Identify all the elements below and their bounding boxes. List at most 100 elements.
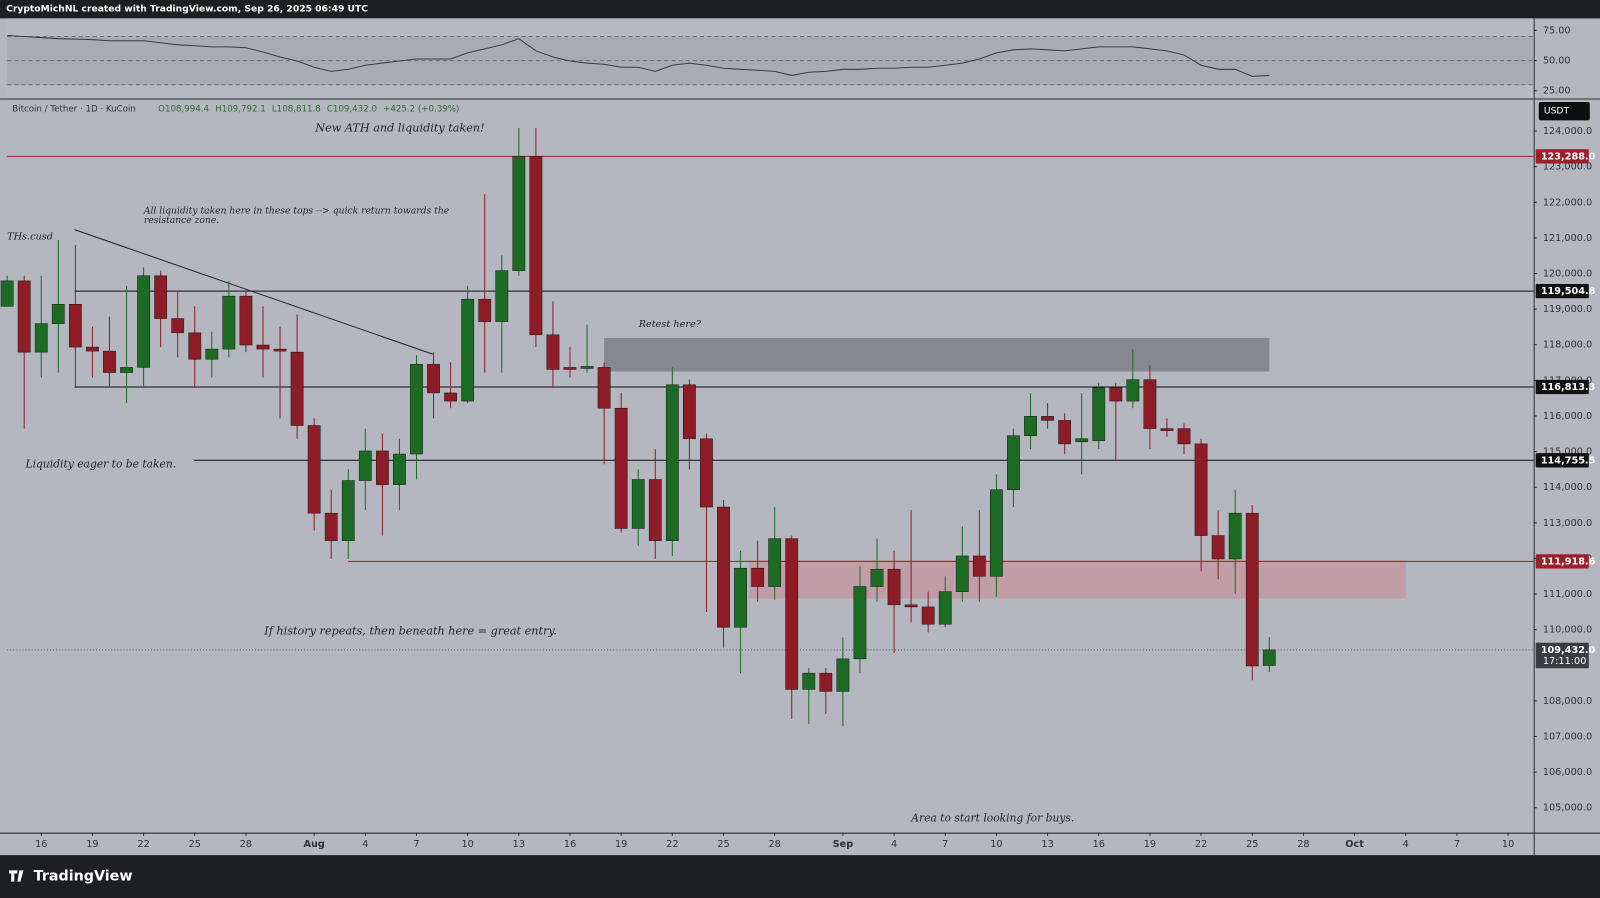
level-badge: [1535, 149, 1589, 164]
x-tick-label: 19: [615, 839, 627, 850]
candle-body: [17, 280, 31, 353]
level-badge: [1535, 554, 1589, 569]
y-tick-label: 119,000.0: [1543, 304, 1592, 315]
candle-body: [154, 275, 168, 319]
candle-body: [785, 538, 799, 690]
candle-body: [955, 555, 969, 592]
y-tick-label: 105,000.0: [1543, 803, 1592, 814]
y-tick-label: 116,000.0: [1543, 411, 1592, 422]
countdown: 17:11:00: [1543, 656, 1587, 667]
chart-area: [0, 18, 1600, 856]
x-tick-label: 19: [1144, 839, 1156, 850]
y-tick-label: 107,000.0: [1543, 732, 1592, 743]
candle-body: [461, 298, 475, 402]
candle-body: [819, 672, 833, 692]
annotation: If history repeats, then beneath here = …: [263, 625, 557, 638]
candle-body: [120, 367, 133, 373]
y-tick-label: 110,000.0: [1543, 625, 1592, 636]
x-tick-label: 7: [1454, 839, 1460, 850]
candle-body: [887, 568, 901, 606]
annotation: Area to start looking for buys.: [910, 811, 1074, 824]
candle-body: [444, 392, 457, 402]
candle-body: [751, 567, 765, 587]
level-badge: [1535, 284, 1589, 299]
level-label: 119,504.8: [1541, 286, 1596, 297]
x-tick-label: 13: [1041, 839, 1053, 850]
candle-body: [1126, 379, 1140, 402]
candle-body: [1194, 443, 1208, 536]
x-tick-label: 28: [1297, 839, 1309, 850]
x-tick-label: 25: [189, 839, 201, 850]
zone: [749, 560, 1406, 599]
level-badge: [1535, 453, 1589, 468]
x-tick-label: 10: [1502, 839, 1514, 850]
x-tick-label: 4: [891, 839, 897, 850]
x-tick-label: 25: [1246, 839, 1258, 850]
candle-body: [427, 364, 440, 394]
candle-body: [768, 538, 782, 587]
candle-body: [1007, 435, 1020, 490]
candle-body: [972, 555, 986, 577]
candle-body: [1041, 416, 1054, 421]
x-tick-label: 28: [240, 839, 252, 850]
x-tick-label: 13: [513, 839, 525, 850]
candle-body: [802, 672, 816, 690]
y-tick-label: 113,000.0: [1543, 518, 1592, 529]
candle-body: [478, 298, 492, 322]
candle-body: [34, 323, 48, 353]
y-tick-label: 114,000.0: [1543, 482, 1592, 493]
candle-body: [1092, 387, 1106, 442]
candle-body: [1177, 428, 1191, 445]
level-label: 111,918.6: [1541, 556, 1596, 567]
x-tick-label: 16: [564, 839, 576, 850]
brand: TradingView: [34, 869, 133, 885]
candle-body: [580, 366, 594, 369]
candle-body: [1262, 649, 1276, 666]
currency: USDT: [1544, 106, 1570, 117]
rsi-y-tick-label: 50.00: [1543, 56, 1571, 67]
candle-body: [546, 334, 560, 370]
x-tick-label: 7: [942, 839, 948, 850]
candle-body: [495, 270, 509, 322]
candle-body: [853, 586, 867, 660]
candle-body: [1109, 387, 1123, 402]
candle-body: [307, 425, 321, 514]
currency-badge: [1538, 102, 1590, 121]
candle-body: [410, 364, 423, 455]
x-tick-label: Oct: [1345, 839, 1364, 850]
candle-body: [1143, 379, 1157, 429]
candle-body: [836, 658, 850, 692]
candle-body: [375, 450, 389, 485]
x-tick-label: Sep: [833, 839, 854, 850]
annotation: THs.cusd: [7, 231, 53, 242]
candle-body: [904, 604, 918, 608]
candle-body: [393, 453, 406, 485]
candle-body: [990, 489, 1003, 577]
ohlc-label: C109,432.0: [327, 105, 377, 115]
x-tick-label: 19: [86, 839, 98, 850]
candle-body: [734, 567, 747, 628]
candle-body: [700, 438, 713, 508]
ohlc-label: O108,994.4: [158, 105, 209, 115]
candle-body: [137, 275, 150, 368]
candle-body: [631, 479, 645, 529]
x-tick-label: 10: [461, 839, 473, 850]
annotation: All liquidity taken here in these tops -…: [143, 206, 450, 217]
x-tick-label: 22: [1195, 839, 1207, 850]
candle-body: [188, 332, 202, 360]
y-tick-label: 106,000.0: [1543, 767, 1592, 778]
candle-body: [290, 351, 304, 426]
candle-body: [273, 348, 287, 352]
level-badge: [1535, 379, 1589, 395]
x-tick-label: 4: [362, 839, 368, 850]
candle-body: [86, 346, 99, 352]
candle-body: [256, 344, 270, 350]
level-label: 116,813.3: [1541, 382, 1596, 393]
rsi-y-tick-label: 75.00: [1543, 25, 1571, 36]
rsi-y-tick-label: 25.00: [1543, 86, 1571, 97]
candle-body: [103, 350, 116, 373]
x-tick-label: 28: [769, 839, 781, 850]
candle-body: [529, 156, 543, 336]
